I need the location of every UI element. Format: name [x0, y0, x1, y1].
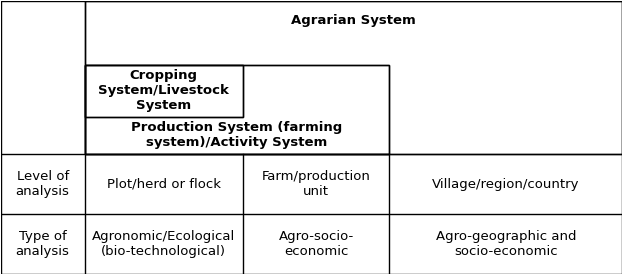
Bar — [85, 65, 243, 117]
Text: Level of
analysis: Level of analysis — [16, 170, 70, 198]
Bar — [85, 1, 622, 154]
Text: Production System (farming
system)/Activity System: Production System (farming system)/Activ… — [131, 121, 343, 149]
Bar — [85, 65, 243, 117]
Text: Agrarian System: Agrarian System — [291, 14, 416, 27]
Bar — [85, 65, 389, 154]
Text: Cropping
System/Livestock
System: Cropping System/Livestock System — [98, 69, 229, 112]
Text: Agro-geographic and
socio-economic: Agro-geographic and socio-economic — [435, 230, 576, 258]
Text: Agronomic/Ecological
(bio-technological): Agronomic/Ecological (bio-technological) — [92, 230, 235, 258]
Bar — [85, 65, 389, 154]
Text: Type of
analysis: Type of analysis — [16, 230, 70, 258]
Text: Village/region/country: Village/region/country — [432, 178, 579, 191]
Text: Plot/herd or flock: Plot/herd or flock — [107, 178, 221, 191]
Text: Agro-socio-
economic: Agro-socio- economic — [278, 230, 354, 258]
Text: Farm/production
unit: Farm/production unit — [262, 170, 371, 198]
